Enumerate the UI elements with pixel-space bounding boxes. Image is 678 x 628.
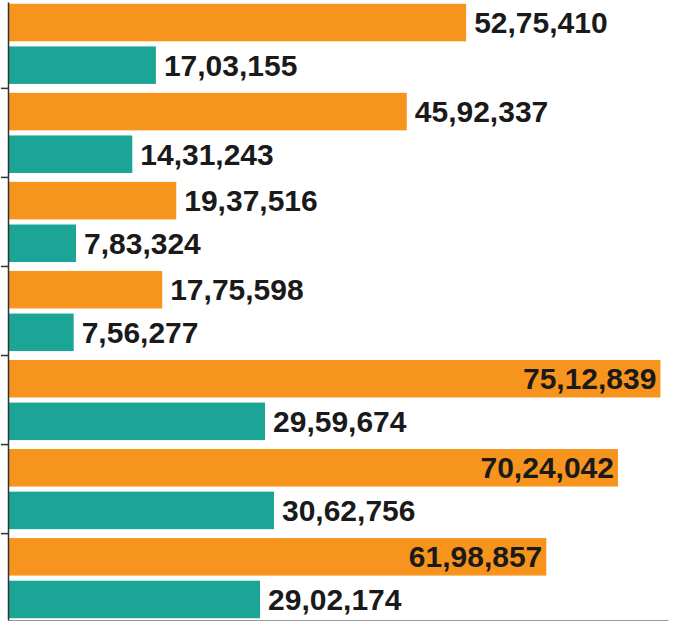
bar	[8, 449, 618, 487]
bar	[8, 403, 265, 441]
bar	[8, 271, 162, 309]
bar	[8, 492, 274, 530]
data-label: 17,03,155	[164, 49, 297, 82]
data-label: 30,62,756	[282, 494, 415, 527]
data-label: 61,98,857	[409, 540, 542, 573]
data-label: 7,56,277	[82, 316, 199, 349]
data-label: 7,83,324	[84, 227, 201, 260]
data-label: 19,37,516	[184, 184, 317, 217]
group-separator	[1, 177, 8, 179]
plot: 52,75,410 45,92,337 19,37,516 17,75,598 75,1…	[1, 3, 669, 621]
x-axis-line	[9, 620, 669, 621]
y-axis-line	[8, 3, 10, 621]
y-axis	[8, 3, 9, 621]
bars	[8, 4, 660, 618]
group-separator	[1, 533, 8, 535]
data-label: 17,75,598	[170, 273, 303, 306]
chart: 52,75,410 45,92,337 19,37,516 17,75,598 75,1…	[0, 0, 678, 628]
data-label: 45,92,337	[415, 95, 548, 128]
bar	[8, 93, 407, 131]
bar	[8, 46, 156, 84]
bar	[8, 182, 176, 220]
data-label: 70,24,042	[481, 451, 614, 484]
bar	[8, 135, 132, 173]
data-label: 29,02,174	[268, 583, 402, 616]
bar	[8, 225, 76, 263]
group-separator	[1, 266, 8, 268]
bar	[8, 360, 660, 398]
data-label: 29,59,674	[273, 405, 407, 438]
bar	[8, 538, 546, 576]
data-labels: 52,75,410 45,92,337 19,37,516 17,75,598 75,1…	[82, 6, 657, 616]
group-separator	[1, 444, 8, 446]
data-label: 14,31,243	[140, 138, 273, 171]
x-axis	[9, 620, 669, 621]
bar	[8, 4, 466, 42]
bar	[8, 314, 74, 352]
bar	[8, 581, 260, 619]
data-label: 52,75,410	[474, 6, 607, 39]
group-separator	[1, 355, 8, 357]
group-separator	[1, 88, 8, 90]
data-label: 75,12,839	[523, 362, 656, 395]
